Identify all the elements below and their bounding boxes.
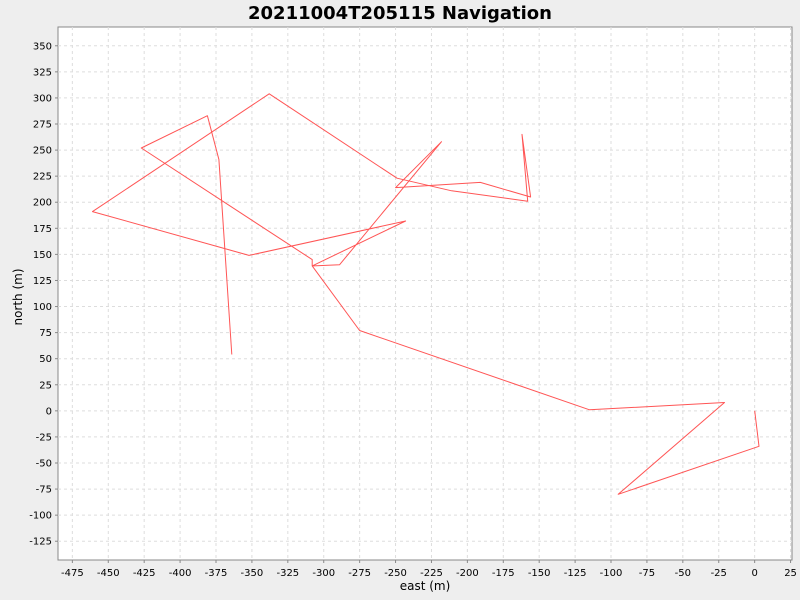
y-tick-label: 125 — [33, 276, 52, 287]
x-tick-label: -325 — [276, 568, 299, 579]
x-axis-label: east (m) — [400, 579, 451, 593]
y-tick-label: 275 — [33, 120, 52, 131]
y-tick-label: 225 — [33, 172, 52, 183]
y-tick-label: 25 — [39, 380, 52, 391]
series-line-1 — [92, 93, 760, 495]
x-tick-label: -400 — [169, 568, 192, 579]
y-tick-label: 350 — [33, 41, 52, 52]
x-tick-label: 0 — [751, 568, 757, 579]
y-tick-label: -50 — [36, 458, 52, 469]
x-tick-label: -25 — [711, 568, 727, 579]
x-tick-label: -200 — [456, 568, 479, 579]
x-tick-label: -250 — [384, 568, 407, 579]
x-tick-label: -425 — [133, 568, 156, 579]
x-tick-label: -150 — [528, 568, 551, 579]
x-tick-label: -100 — [600, 568, 623, 579]
y-tick-label: 300 — [33, 93, 52, 104]
x-tick-label: -375 — [205, 568, 228, 579]
x-tick-label: -225 — [420, 568, 443, 579]
y-axis-ticks: -125 -100 -75 -50 -25 0 25 50 75 100 125 150 175 200 2… — [29, 41, 58, 548]
x-tick-label: -75 — [639, 568, 655, 579]
y-tick-label: 175 — [33, 224, 52, 235]
x-tick-label: -175 — [492, 568, 515, 579]
y-tick-label: 150 — [33, 250, 52, 261]
y-tick-label: 0 — [46, 406, 52, 417]
y-tick-label: -75 — [36, 485, 52, 496]
x-tick-label: -350 — [241, 568, 264, 579]
y-tick-label: 75 — [39, 328, 52, 339]
x-tick-label: -300 — [312, 568, 335, 579]
series-group — [92, 93, 760, 495]
y-tick-label: 100 — [33, 302, 52, 313]
y-axis-label: north (m) — [11, 268, 25, 325]
y-tick-label: 50 — [39, 354, 52, 365]
y-tick-label: 250 — [33, 146, 52, 157]
x-tick-label: 25 — [784, 568, 797, 579]
y-tick-label: 200 — [33, 198, 52, 209]
chart-title: 20211004T205115 Navigation — [248, 3, 552, 24]
grid — [58, 27, 792, 560]
y-tick-label: 325 — [33, 67, 52, 78]
y-tick-label: -100 — [29, 511, 52, 522]
x-tick-label: -50 — [675, 568, 691, 579]
x-tick-label: -125 — [564, 568, 587, 579]
plot-area — [57, 26, 793, 561]
x-tick-label: -275 — [348, 568, 371, 579]
y-tick-label: -125 — [29, 537, 52, 548]
x-axis-ticks: -475 -450 -425 -400 -375 -350 -325 -300 -275 -250… — [61, 560, 797, 579]
x-tick-label: -475 — [61, 568, 84, 579]
x-tick-label: -450 — [97, 568, 120, 579]
y-tick-label: -25 — [36, 432, 52, 443]
